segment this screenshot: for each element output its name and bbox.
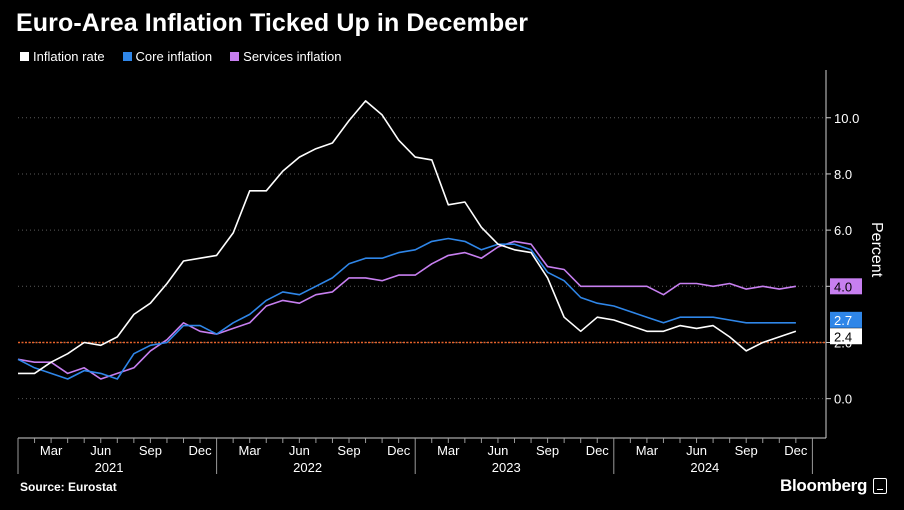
legend-services-inflation-swatch — [230, 52, 240, 61]
core-inflation-line — [17, 237, 796, 380]
x-year-label: 2022 — [293, 460, 322, 475]
legend-core-inflation-label: Core inflation — [135, 49, 213, 64]
x-tick-label: Dec — [784, 443, 808, 458]
x-tick-label: Jun — [686, 443, 707, 458]
x-tick-label: Mar — [239, 443, 262, 458]
legend-core-inflation-swatch — [122, 52, 132, 61]
inflation-rate-line — [18, 100, 797, 375]
source-note: Source: Eurostat — [20, 480, 117, 494]
x-tick-label: Sep — [337, 443, 360, 458]
y-tick-label: 6.0 — [834, 223, 852, 238]
x-tick-label: Dec — [387, 443, 411, 458]
core-inflation-end-badge — [830, 311, 862, 328]
x-tick-label: Mar — [636, 443, 659, 458]
y-tick-label: 10.0 — [834, 111, 859, 126]
x-year-label: 2021 — [95, 460, 124, 475]
services-inflation-end-label: 4.0 — [834, 279, 852, 294]
x-year-label: 2024 — [690, 460, 719, 475]
chart-title: Euro-Area Inflation Ticked Up in Decembe… — [16, 9, 529, 37]
x-tick-label: Sep — [536, 443, 559, 458]
inflation-rate-end-label: 2.4 — [834, 329, 852, 344]
y-axis-title: Percent — [868, 222, 885, 278]
x-tick-label: Mar — [40, 443, 63, 458]
x-year-label: 2023 — [492, 460, 521, 475]
legend-inflation-rate: Inflation rate — [20, 49, 105, 64]
y-tick-label: 8.0 — [834, 167, 852, 182]
legend: Inflation rate Core inflation Services i… — [20, 49, 341, 64]
x-tick-label: Dec — [586, 443, 610, 458]
bloomberg-logo: Bloomberg — [780, 476, 888, 496]
x-tick-label: Sep — [735, 443, 758, 458]
services-inflation-end-badge — [830, 278, 862, 295]
services-inflation-line — [17, 240, 797, 380]
core-inflation-end-label: 2.7 — [834, 313, 852, 328]
y-tick-label: 0.0 — [834, 392, 852, 407]
x-tick-label: Jun — [90, 443, 111, 458]
x-tick-label: Mar — [437, 443, 460, 458]
x-tick-label: Jun — [487, 443, 508, 458]
x-tick-label: Sep — [139, 443, 162, 458]
terminal-icon — [873, 478, 888, 494]
legend-inflation-rate-swatch — [20, 52, 29, 61]
brand-text: Bloomberg — [780, 476, 868, 495]
legend-core-inflation: Core inflation — [122, 49, 213, 64]
x-tick-label: Jun — [289, 443, 310, 458]
legend-services-inflation: Services inflation — [230, 49, 341, 64]
inflation-rate-end-badge — [830, 328, 862, 345]
legend-inflation-rate-label: Inflation rate — [33, 49, 105, 64]
legend-services-inflation-label: Services inflation — [243, 49, 342, 64]
x-tick-label: Dec — [188, 443, 212, 458]
